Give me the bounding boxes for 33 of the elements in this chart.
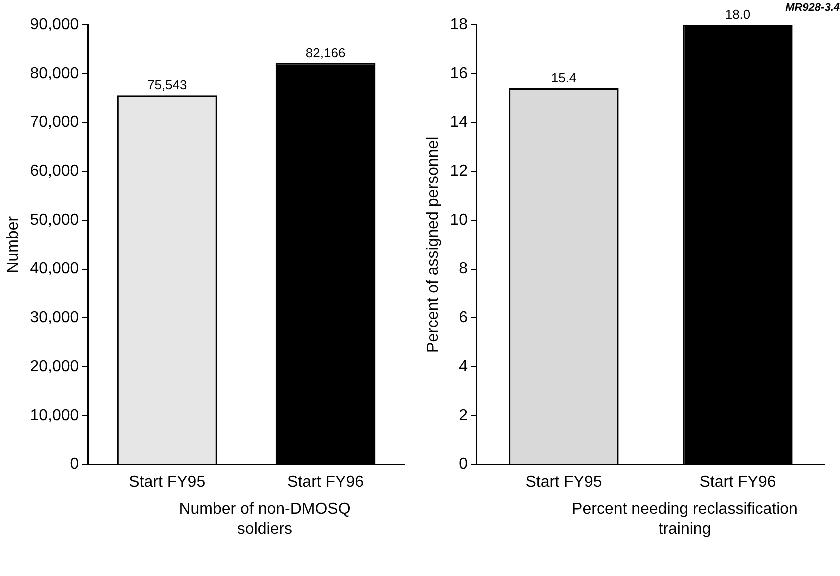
y-tick-label: 80,000: [30, 65, 80, 82]
x-tick-label: Start FY96: [288, 474, 364, 491]
x-tick-label: Start FY95: [129, 474, 206, 491]
y-tick-label: 16: [450, 65, 468, 82]
text: MR928-3.4: [786, 2, 840, 14]
y-tick-label: 70,000: [30, 114, 80, 132]
y-tick-label: 10,000: [30, 407, 80, 424]
y-tick-label: 6: [459, 310, 468, 327]
data-label: 18.0: [725, 7, 751, 22]
x-tick-label: Start FY95: [526, 474, 602, 491]
y-tick-label: 60,000: [30, 163, 80, 180]
y-tick-label: 14: [450, 114, 468, 132]
y-tick-label: 90,000: [30, 16, 80, 34]
y-tick-label: 0: [459, 456, 468, 474]
data-label: 82,166: [306, 45, 346, 60]
x-axis-title: Number of non-DMOSQ soldiers: [178, 500, 352, 540]
x-tick-label: Start FY96: [700, 474, 776, 491]
y-tick-label: 10: [450, 212, 468, 229]
x-axis-title: Percent needing reclassification training: [571, 500, 799, 540]
y-tick-label: 8: [459, 260, 468, 278]
y-tick-label: 0: [70, 456, 80, 474]
y-tick-label: 50,000: [30, 212, 80, 229]
y-tick-label: 40,000: [30, 260, 80, 278]
data-label: 75,543: [147, 78, 188, 93]
y-axis-title: Number: [5, 216, 22, 274]
y-tick-label: 12: [450, 163, 468, 180]
y-tick-label: 2: [459, 407, 468, 424]
y-tick-label: 4: [459, 358, 468, 376]
y-tick-label: 20,000: [30, 358, 80, 376]
data-label: 15.4: [551, 70, 577, 86]
y-tick-label: 18: [450, 16, 468, 34]
y-axis-title: Percent of assigned personnel: [425, 136, 442, 353]
y-tick-label: 30,000: [30, 310, 80, 327]
